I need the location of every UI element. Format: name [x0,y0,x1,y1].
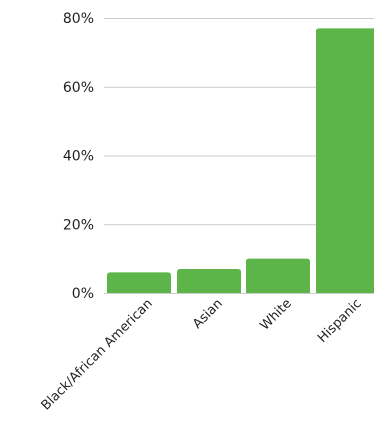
y-tick-label: 40% [63,149,94,165]
bars [107,28,374,293]
y-tick-label: 20% [63,217,94,233]
y-tick-label: 0% [72,286,94,302]
bar-white [246,258,310,293]
x-tick-label: Hispanic [315,296,365,346]
x-tick-label: White [257,296,294,333]
bar-black-african-american [107,272,171,293]
bar-hispanic [316,28,374,293]
y-tick-label: 80% [63,11,94,27]
y-tick-label: 60% [63,80,94,96]
x-axis-ticks: Black/African American Asian White Hispanic [39,296,365,413]
y-axis-ticks: 0% 20% 40% 60% 80% [63,11,94,302]
x-tick-label: Black/African American [39,296,156,413]
x-tick-label: Asian [190,296,226,332]
bar-asian [177,268,241,293]
